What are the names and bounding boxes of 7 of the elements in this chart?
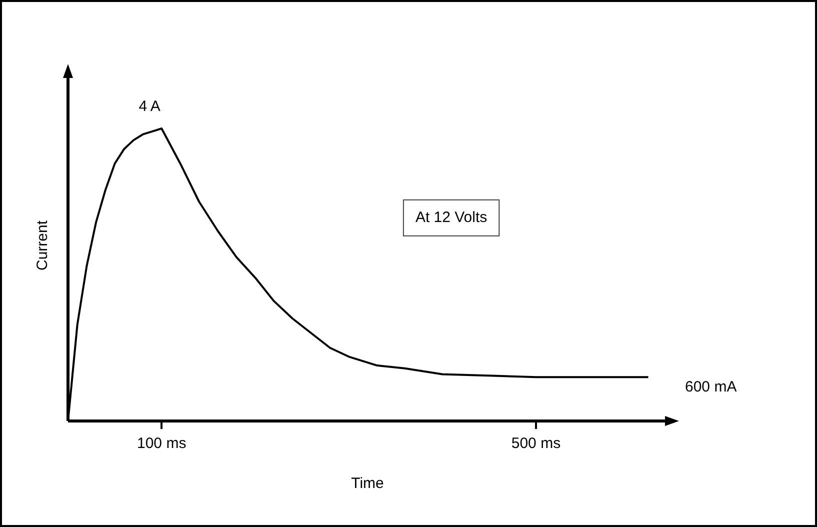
annotation: 4 A (138, 98, 160, 116)
annotation: 600 mA (685, 378, 737, 396)
x-tick-label: 500 ms (511, 435, 561, 452)
x-tick-label: 100 ms (136, 435, 186, 452)
annotation: At 12 Volts (415, 209, 488, 226)
x-axis-title: Time (351, 475, 384, 492)
y-axis-title: Current (34, 220, 52, 271)
